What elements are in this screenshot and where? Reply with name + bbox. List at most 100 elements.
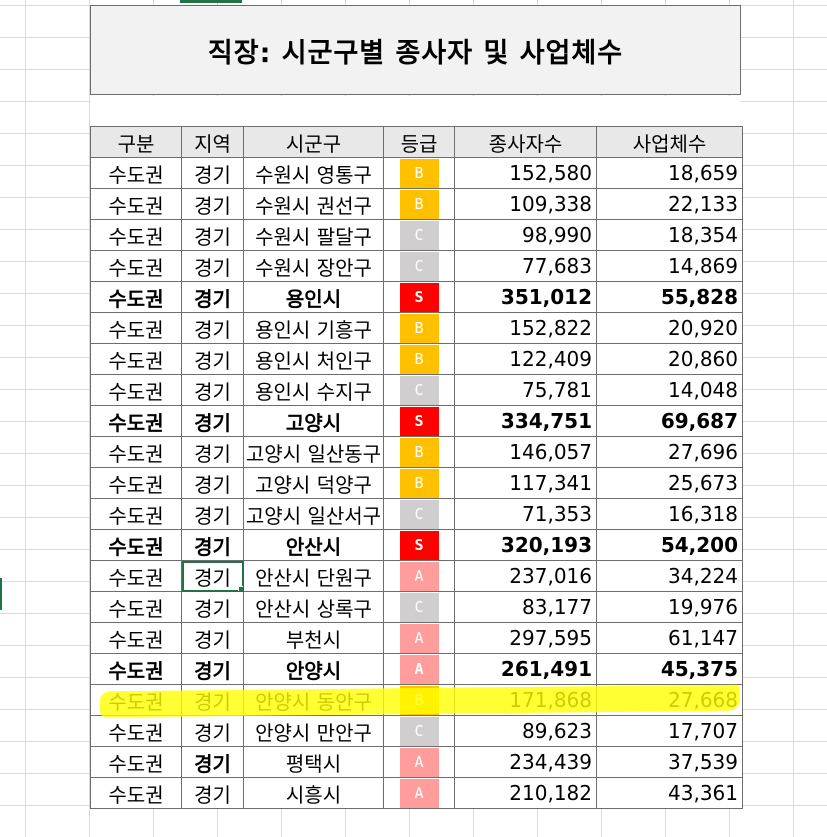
cell-city[interactable]: 부천시 — [243, 622, 384, 654]
cell-gubun[interactable]: 수도권 — [90, 498, 182, 530]
cell-grade[interactable]: C — [383, 498, 455, 530]
header-businesses[interactable]: 사업체수 — [596, 126, 743, 158]
cell-gubun[interactable]: 수도권 — [90, 560, 182, 592]
cell-grade[interactable]: B — [383, 157, 455, 189]
cell-gubun[interactable]: 수도권 — [90, 529, 182, 561]
cell-region[interactable]: 경기 — [181, 715, 244, 747]
cell-gubun[interactable]: 수도권 — [90, 715, 182, 747]
cell-region[interactable]: 경기 — [181, 746, 244, 778]
cell-region[interactable]: 경기 — [181, 777, 244, 809]
cell-region[interactable]: 경기 — [181, 467, 244, 499]
cell-businesses[interactable]: 34,224 — [596, 560, 743, 592]
cell-grade[interactable]: B — [383, 188, 455, 220]
cell-region[interactable]: 경기 — [181, 374, 244, 406]
cell-city[interactable]: 용인시 기흥구 — [243, 312, 384, 344]
cell-businesses[interactable]: 43,361 — [596, 777, 743, 809]
cell-gubun[interactable]: 수도권 — [90, 374, 182, 406]
cell-employees[interactable]: 152,822 — [454, 312, 597, 344]
cell-grade[interactable]: C — [383, 374, 455, 406]
cell-gubun[interactable]: 수도권 — [90, 343, 182, 375]
cell-region[interactable]: 경기 — [181, 653, 244, 685]
cell-grade[interactable]: C — [383, 591, 455, 623]
cell-businesses[interactable]: 22,133 — [596, 188, 743, 220]
cell-grade[interactable]: B — [383, 467, 455, 499]
cell-employees[interactable]: 171,868 — [454, 684, 597, 716]
cell-businesses[interactable]: 25,673 — [596, 467, 743, 499]
cell-city[interactable]: 용인시 수지구 — [243, 374, 384, 406]
cell-employees[interactable]: 297,595 — [454, 622, 597, 654]
cell-city[interactable]: 수원시 영통구 — [243, 157, 384, 189]
cell-employees[interactable]: 109,338 — [454, 188, 597, 220]
cell-grade[interactable]: C — [383, 715, 455, 747]
cell-region[interactable]: 경기 — [181, 529, 244, 561]
cell-employees[interactable]: 71,353 — [454, 498, 597, 530]
cell-city[interactable]: 고양시 — [243, 405, 384, 437]
cell-region[interactable]: 경기 — [181, 188, 244, 220]
cell-city[interactable]: 안양시 — [243, 653, 384, 685]
cell-employees[interactable]: 237,016 — [454, 560, 597, 592]
cell-businesses[interactable]: 14,048 — [596, 374, 743, 406]
cell-grade[interactable]: A — [383, 777, 455, 809]
cell-grade[interactable]: C — [383, 219, 455, 251]
cell-city[interactable]: 고양시 일산동구 — [243, 436, 384, 468]
cell-gubun[interactable]: 수도권 — [90, 777, 182, 809]
sheet-title[interactable]: 직장: 시군구별 종사자 및 사업체수 — [90, 5, 741, 95]
header-city[interactable]: 시군구 — [243, 126, 384, 158]
cell-businesses[interactable]: 61,147 — [596, 622, 743, 654]
cell-gubun[interactable]: 수도권 — [90, 405, 182, 437]
cell-region[interactable]: 경기 — [181, 622, 244, 654]
cell-city[interactable]: 고양시 덕양구 — [243, 467, 384, 499]
cell-businesses[interactable]: 20,920 — [596, 312, 743, 344]
cell-city[interactable]: 안양시 만안구 — [243, 715, 384, 747]
cell-businesses[interactable]: 54,200 — [596, 529, 743, 561]
cell-city[interactable]: 고양시 일산서구 — [243, 498, 384, 530]
cell-gubun[interactable]: 수도권 — [90, 312, 182, 344]
cell-region[interactable]: 경기 — [181, 250, 244, 282]
cell-region[interactable]: 경기 — [181, 591, 244, 623]
cell-businesses[interactable]: 27,696 — [596, 436, 743, 468]
cell-employees[interactable]: 152,580 — [454, 157, 597, 189]
cell-gubun[interactable]: 수도권 — [90, 684, 182, 716]
cell-businesses[interactable]: 19,976 — [596, 591, 743, 623]
cell-region[interactable]: 경기 — [181, 560, 244, 592]
cell-employees[interactable]: 77,683 — [454, 250, 597, 282]
cell-grade[interactable]: B — [383, 343, 455, 375]
cell-city[interactable]: 안산시 상록구 — [243, 591, 384, 623]
cell-city[interactable]: 안산시 — [243, 529, 384, 561]
cell-grade[interactable]: S — [383, 529, 455, 561]
cell-city[interactable]: 시흥시 — [243, 777, 384, 809]
cell-city[interactable]: 수원시 장안구 — [243, 250, 384, 282]
cell-grade[interactable]: S — [383, 405, 455, 437]
cell-employees[interactable]: 75,781 — [454, 374, 597, 406]
cell-businesses[interactable]: 18,354 — [596, 219, 743, 251]
header-region[interactable]: 지역 — [181, 126, 244, 158]
cell-city[interactable]: 수원시 권선구 — [243, 188, 384, 220]
cell-grade[interactable]: A — [383, 622, 455, 654]
cell-city[interactable]: 용인시 — [243, 281, 384, 313]
cell-businesses[interactable]: 37,539 — [596, 746, 743, 778]
header-employees[interactable]: 종사자수 — [454, 126, 597, 158]
cell-businesses[interactable]: 16,318 — [596, 498, 743, 530]
cell-businesses[interactable]: 20,860 — [596, 343, 743, 375]
cell-region[interactable]: 경기 — [181, 312, 244, 344]
cell-region[interactable]: 경기 — [181, 684, 244, 716]
cell-gubun[interactable]: 수도권 — [90, 746, 182, 778]
cell-employees[interactable]: 117,341 — [454, 467, 597, 499]
cell-employees[interactable]: 320,193 — [454, 529, 597, 561]
cell-employees[interactable]: 146,057 — [454, 436, 597, 468]
header-gubun[interactable]: 구분 — [90, 126, 182, 158]
cell-employees[interactable]: 122,409 — [454, 343, 597, 375]
cell-gubun[interactable]: 수도권 — [90, 622, 182, 654]
cell-city[interactable]: 용인시 처인구 — [243, 343, 384, 375]
cell-city[interactable]: 안산시 단원구 — [243, 560, 384, 592]
cell-grade[interactable]: B — [383, 684, 455, 716]
cell-gubun[interactable]: 수도권 — [90, 467, 182, 499]
cell-grade[interactable]: B — [383, 312, 455, 344]
cell-employees[interactable]: 89,623 — [454, 715, 597, 747]
cell-city[interactable]: 안양시 동안구 — [243, 684, 384, 716]
cell-businesses[interactable]: 17,707 — [596, 715, 743, 747]
cell-employees[interactable]: 234,439 — [454, 746, 597, 778]
cell-city[interactable]: 평택시 — [243, 746, 384, 778]
cell-employees[interactable]: 261,491 — [454, 653, 597, 685]
cell-grade[interactable]: C — [383, 250, 455, 282]
